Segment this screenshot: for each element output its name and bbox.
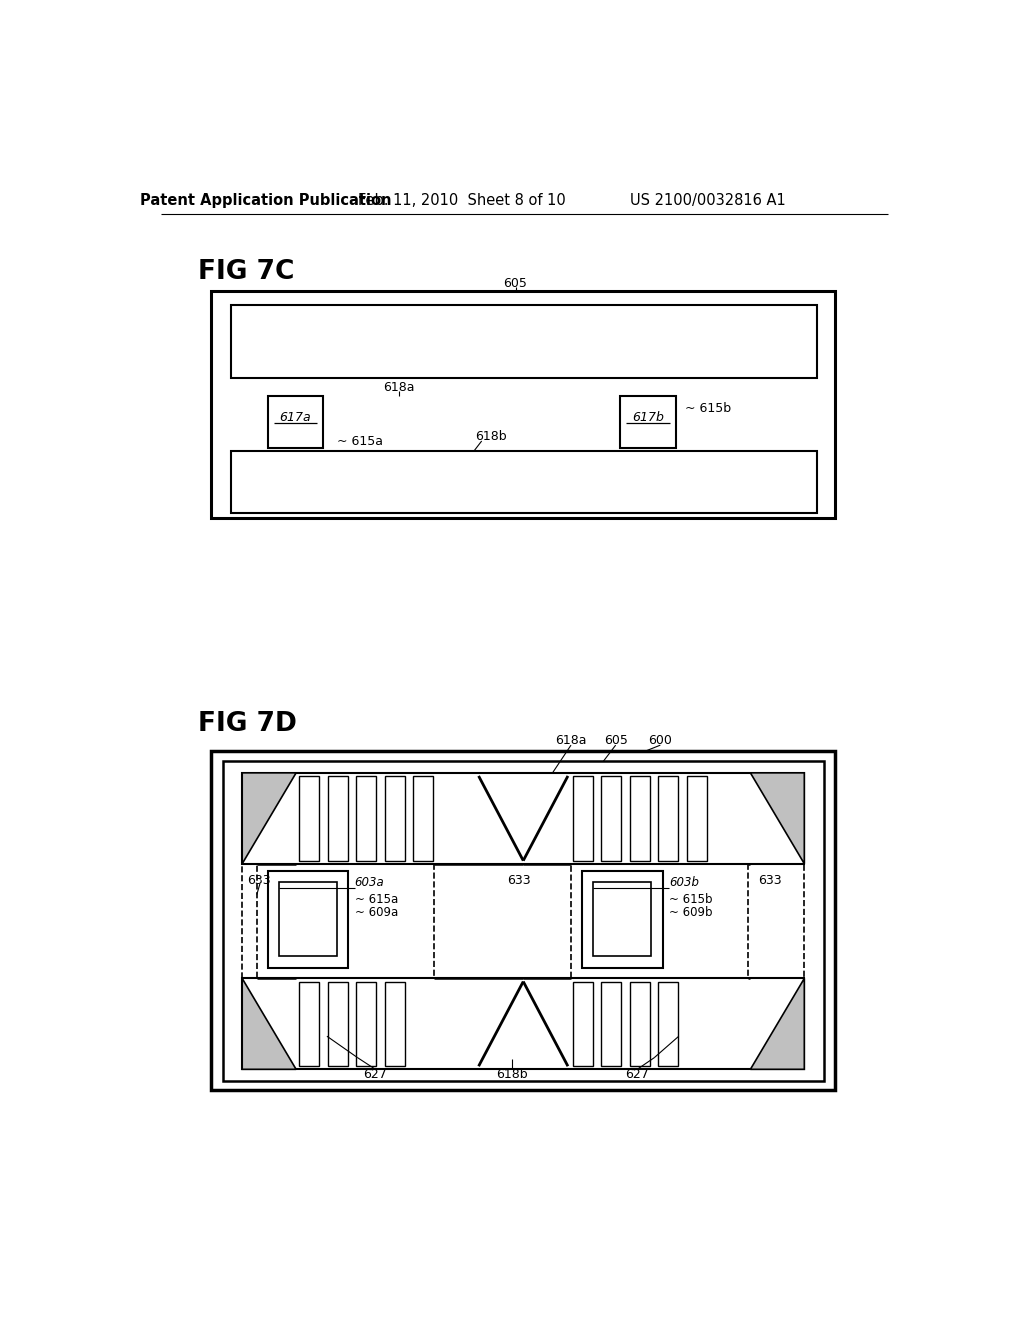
Bar <box>582 871 663 968</box>
Text: Feb. 11, 2010  Sheet 8 of 10: Feb. 11, 2010 Sheet 8 of 10 <box>357 193 565 209</box>
Text: 605: 605 <box>604 734 628 747</box>
Bar <box>230 451 817 512</box>
Bar <box>413 776 433 861</box>
Text: FIG 7C: FIG 7C <box>199 259 295 285</box>
Text: 603b: 603b <box>669 876 698 890</box>
Bar <box>621 396 676 447</box>
Text: ~ 615a: ~ 615a <box>354 894 398 907</box>
Polygon shape <box>751 978 804 1069</box>
Text: US 2100/0032816 A1: US 2100/0032816 A1 <box>630 193 786 209</box>
Text: 617b: 617b <box>632 411 664 424</box>
Bar <box>572 982 593 1067</box>
Bar <box>385 982 404 1067</box>
Bar <box>328 776 348 861</box>
Bar <box>299 982 319 1067</box>
Text: 605: 605 <box>504 277 527 289</box>
Text: 627: 627 <box>364 1068 387 1081</box>
Text: Patent Application Publication: Patent Application Publication <box>139 193 391 209</box>
Text: 633: 633 <box>248 874 271 887</box>
Bar <box>572 776 593 861</box>
Text: ~ 609b: ~ 609b <box>669 907 713 920</box>
Bar <box>299 776 319 861</box>
Text: ~ 615b: ~ 615b <box>685 403 731 416</box>
Polygon shape <box>751 774 804 863</box>
Bar <box>630 776 649 861</box>
Bar <box>658 982 678 1067</box>
Text: ~ 609a: ~ 609a <box>354 907 398 920</box>
Bar <box>328 982 348 1067</box>
Text: 618a: 618a <box>555 734 587 747</box>
Bar <box>658 776 678 861</box>
Text: 618b: 618b <box>496 1068 527 1081</box>
Text: 617a: 617a <box>280 411 311 424</box>
Bar <box>267 871 348 968</box>
Text: 633: 633 <box>508 874 531 887</box>
Polygon shape <box>243 774 296 863</box>
Text: FIG 7D: FIG 7D <box>199 711 297 738</box>
Bar <box>356 982 376 1067</box>
Bar <box>267 396 323 447</box>
Text: ~ 615b: ~ 615b <box>669 894 713 907</box>
Bar <box>356 776 376 861</box>
Bar <box>385 776 404 861</box>
Bar <box>630 982 649 1067</box>
Text: 618a: 618a <box>383 380 415 393</box>
Bar <box>571 863 749 978</box>
Bar <box>601 776 621 861</box>
Bar <box>280 882 337 956</box>
Bar <box>243 774 804 1069</box>
Bar <box>243 978 804 1069</box>
Text: 600: 600 <box>648 734 673 747</box>
Text: 627: 627 <box>626 1068 649 1081</box>
Bar <box>686 776 707 861</box>
Text: 633: 633 <box>758 874 781 887</box>
Bar <box>601 982 621 1067</box>
Text: 618b: 618b <box>475 430 507 444</box>
Bar <box>211 290 836 517</box>
Bar <box>243 774 804 863</box>
Bar <box>230 305 817 378</box>
Bar <box>211 751 836 1090</box>
Text: ~ 615a: ~ 615a <box>337 436 383 449</box>
Polygon shape <box>243 978 296 1069</box>
Text: 603a: 603a <box>354 876 384 890</box>
Bar <box>593 882 651 956</box>
Bar <box>257 863 434 978</box>
Bar <box>223 762 823 1081</box>
